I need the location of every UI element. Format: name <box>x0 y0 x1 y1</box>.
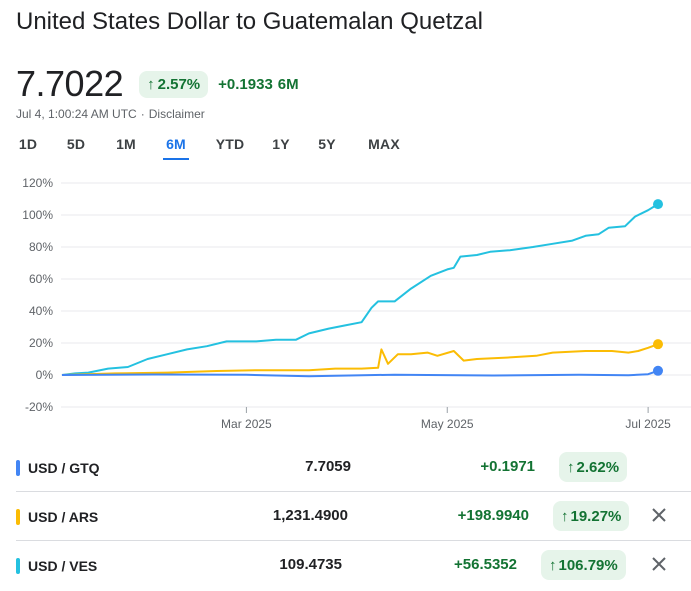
change-absolute: +0.1933 <box>218 75 273 93</box>
tab-ytd[interactable]: YTD <box>215 136 245 152</box>
pair-change-pct: 2.62% <box>576 458 620 476</box>
pair-change-abs: +198.9940 <box>457 507 529 524</box>
pair-label: USD / GTQ <box>28 460 100 476</box>
y-tick-label: 100% <box>22 208 53 222</box>
timestamp-line: Jul 4, 1:00:24 AM UTC · Disclaimer <box>16 107 205 121</box>
series-end-point <box>653 339 663 350</box>
tab-1d[interactable]: 1D <box>18 136 38 152</box>
timestamp: Jul 4, 1:00:24 AM UTC <box>16 107 137 121</box>
y-tick-label: -20% <box>25 400 53 414</box>
tab-max[interactable]: MAX <box>368 136 400 152</box>
y-tick-label: 60% <box>29 272 53 286</box>
pair-change-pct: 19.27% <box>570 507 622 525</box>
arrow-up-icon: ↑ <box>567 458 575 476</box>
series-swatch <box>16 558 20 574</box>
pair-value: 109.4735 <box>279 556 342 573</box>
separator: · <box>140 107 145 121</box>
comparison-row-ars[interactable]: USD / ARS 1,231.4900 +198.9940 ↑ 19.27% <box>16 492 691 541</box>
tab-6m[interactable]: 6M <box>163 134 189 160</box>
change-period: 6M <box>277 75 299 93</box>
series-end-point <box>653 365 663 376</box>
current-price: 7.7022 <box>16 63 124 104</box>
disclaimer-link[interactable]: Disclaimer <box>148 107 205 121</box>
price-summary: 7.7022 ↑ 2.57% +0.1933 6M <box>16 62 299 106</box>
comparison-row-ves[interactable]: USD / VES 109.4735 +56.5352 ↑ 106.79% <box>16 541 691 590</box>
arrow-up-icon: ↑ <box>147 75 155 93</box>
series-line-usdgtq <box>61 369 659 378</box>
tab-1m[interactable]: 1M <box>116 136 136 152</box>
close-icon[interactable] <box>648 504 670 526</box>
tab-5y[interactable]: 5Y <box>318 136 336 152</box>
close-icon[interactable] <box>648 553 670 575</box>
arrow-up-icon: ↑ <box>549 556 557 574</box>
arrow-up-icon: ↑ <box>561 507 569 525</box>
y-tick-label: 40% <box>29 304 53 318</box>
pair-change-pct: 106.79% <box>558 556 618 574</box>
series-line-usdves <box>61 203 659 376</box>
page-title: United States Dollar to Guatemalan Quetz… <box>16 8 483 35</box>
comparison-row-gtq[interactable]: USD / GTQ 7.7059 +0.1971 ↑ 2.62% <box>16 443 691 492</box>
comparison-line-chart[interactable]: 120% 100% 80% 60% 40% 20% 0% -20% Mar 2025 May 20… <box>0 170 691 440</box>
comparison-list: USD / GTQ 7.7059 +0.1971 ↑ 2.62% USD / A… <box>16 443 691 590</box>
y-tick-label: 80% <box>29 240 53 254</box>
y-tick-label: 0% <box>36 368 54 382</box>
pair-value: 1,231.4900 <box>272 507 348 524</box>
pair-label: USD / ARS <box>28 509 99 525</box>
pair-change-badge: ↑ 19.27% <box>553 501 630 531</box>
series-end-point <box>653 199 663 210</box>
series-line-usdars <box>61 343 659 376</box>
y-tick-label: 120% <box>22 176 53 190</box>
pair-label: USD / VES <box>28 558 98 574</box>
range-tabs: 1D 5D 1M 6M YTD 1Y 5Y MAX <box>16 134 401 160</box>
x-tick-label: Mar 2025 <box>221 417 272 431</box>
change-percent: 2.57% <box>157 75 201 93</box>
pair-value: 7.7059 <box>305 458 351 475</box>
tab-5d[interactable]: 5D <box>66 136 86 152</box>
series-swatch <box>16 509 20 525</box>
x-tick-label: Jul 2025 <box>625 417 671 431</box>
x-tick-label: May 2025 <box>421 417 474 431</box>
tab-1y[interactable]: 1Y <box>272 136 290 152</box>
change-percent-badge: ↑ 2.57% <box>139 70 209 98</box>
pair-change-abs: +56.5352 <box>454 556 517 573</box>
pair-change-badge: ↑ 2.62% <box>559 452 628 482</box>
pair-change-abs: +0.1971 <box>480 458 535 475</box>
pair-change-badge: ↑ 106.79% <box>541 550 626 580</box>
series-swatch <box>16 460 20 476</box>
y-tick-label: 20% <box>29 336 53 350</box>
